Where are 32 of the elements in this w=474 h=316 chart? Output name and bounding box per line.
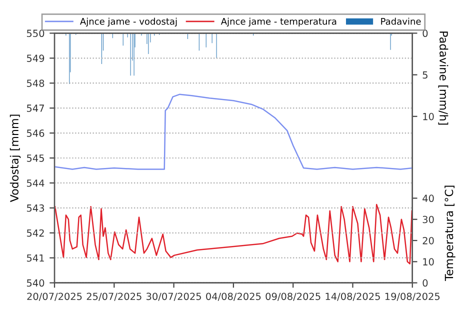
y-tick-label: 549: [26, 54, 44, 62]
legend-label: Ajnce jame - vodostaj: [80, 18, 177, 27]
x-tick-label: 30/07/2025: [146, 292, 201, 301]
y3-tick-label: 40: [422, 194, 434, 202]
x-tick-label: 25/07/2025: [86, 292, 142, 301]
y-tick-label: 550: [26, 30, 44, 38]
legend-label: Padavine: [381, 18, 421, 25]
x-tick-label: 19/08/2025: [385, 292, 440, 301]
y-axis-title: Vodostaj [mnm]: [10, 114, 21, 202]
y-tick-label: 541: [26, 254, 44, 262]
y2-tick-label: 10: [423, 112, 434, 120]
y3-tick-label: 30: [422, 216, 434, 224]
y-tick-label: 548: [26, 80, 44, 87]
x-tick-label: 14/08/2025: [326, 292, 380, 301]
y-tick-label: 547: [26, 104, 44, 112]
y3-tick-label: 0: [422, 279, 428, 287]
y2-tick-label: 0: [422, 30, 428, 38]
x-tick-label: 20/07/2025: [27, 292, 82, 301]
y-tick-label: 543: [26, 204, 44, 212]
x-tick-label: 09/08/2025: [266, 292, 320, 301]
y-tick-label: 546: [26, 130, 44, 137]
y2-axis-title: Padavine [mm/h]: [438, 32, 448, 125]
y-tick-label: 540: [26, 279, 44, 287]
y3-axis-title: Temperatura [°C]: [444, 186, 456, 281]
x-tick-label: 04/08/2025: [206, 292, 261, 301]
y-tick-label: 545: [26, 154, 44, 162]
y3-tick-label: 20: [422, 236, 434, 244]
y2-tick-label: 5: [422, 71, 428, 79]
y-tick-label: 542: [26, 229, 44, 237]
y-tick-label: 544: [26, 180, 44, 187]
y3-tick-label: 10: [423, 258, 434, 266]
legend-label: Ajnce jame - temperatura: [220, 18, 336, 27]
